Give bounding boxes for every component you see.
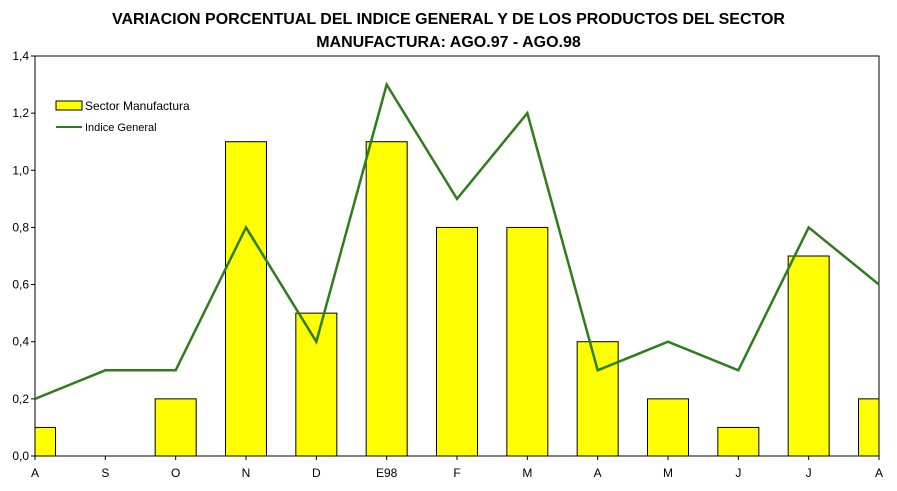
- bar: [787, 255, 830, 457]
- legend-label-bars: Sector Manufactura: [85, 99, 190, 113]
- x-tick-label: J: [735, 466, 741, 480]
- chart-title: VARIACION PORCENTUAL DEL INDICE GENERAL …: [112, 11, 785, 28]
- bar: [365, 141, 408, 457]
- x-tick-label: A: [31, 466, 39, 480]
- legend-bar-swatch: [55, 100, 83, 111]
- legend: Sector Manufactura Indice General: [55, 99, 190, 134]
- x-tick-label: S: [101, 466, 109, 480]
- x-tick-label: A: [594, 466, 602, 480]
- bar: [225, 141, 267, 457]
- x-tick-label: D: [312, 466, 321, 480]
- chart-subtitle: MANUFACTURA: AGO.97 - AGO.98: [316, 34, 581, 51]
- bar: [858, 398, 880, 457]
- y-tick-label: 0,8: [12, 220, 29, 234]
- x-tick-label: F: [453, 466, 460, 480]
- x-tick-label: M: [663, 466, 673, 480]
- line-layer: [34, 81, 880, 401]
- y-tick-label: 1,4: [12, 49, 29, 63]
- bar: [436, 226, 478, 457]
- y-tick-label: 0,6: [12, 278, 29, 292]
- y-tick-label: 1,0: [12, 163, 29, 177]
- bar: [34, 426, 56, 457]
- bar: [717, 426, 760, 457]
- x-tick-label: M: [522, 466, 532, 480]
- y-tick-label: 1,2: [12, 106, 29, 120]
- line-series-indice-general: [34, 81, 880, 401]
- bars-layer: [34, 141, 880, 457]
- x-tick-label: N: [242, 466, 251, 480]
- y-axis: 0,0 0,2 0,4 0,6 0,8 1,0 1,2 1,4: [12, 49, 35, 463]
- x-tick-label: E98: [376, 466, 398, 480]
- y-tick-label: 0,2: [12, 392, 29, 406]
- bar: [506, 226, 549, 457]
- bar: [154, 398, 197, 457]
- bar: [576, 341, 619, 457]
- y-tick-label: 0,0: [12, 449, 29, 463]
- bar: [647, 398, 689, 457]
- x-axis: A S O N D E98 F M A M J J A: [31, 456, 883, 480]
- x-tick-label: J: [806, 466, 812, 480]
- x-tick-label: A: [875, 466, 883, 480]
- y-tick-label: 0,4: [12, 335, 29, 349]
- legend-label-line: Indice General: [85, 122, 157, 134]
- x-tick-label: O: [171, 466, 180, 480]
- bar: [295, 312, 338, 457]
